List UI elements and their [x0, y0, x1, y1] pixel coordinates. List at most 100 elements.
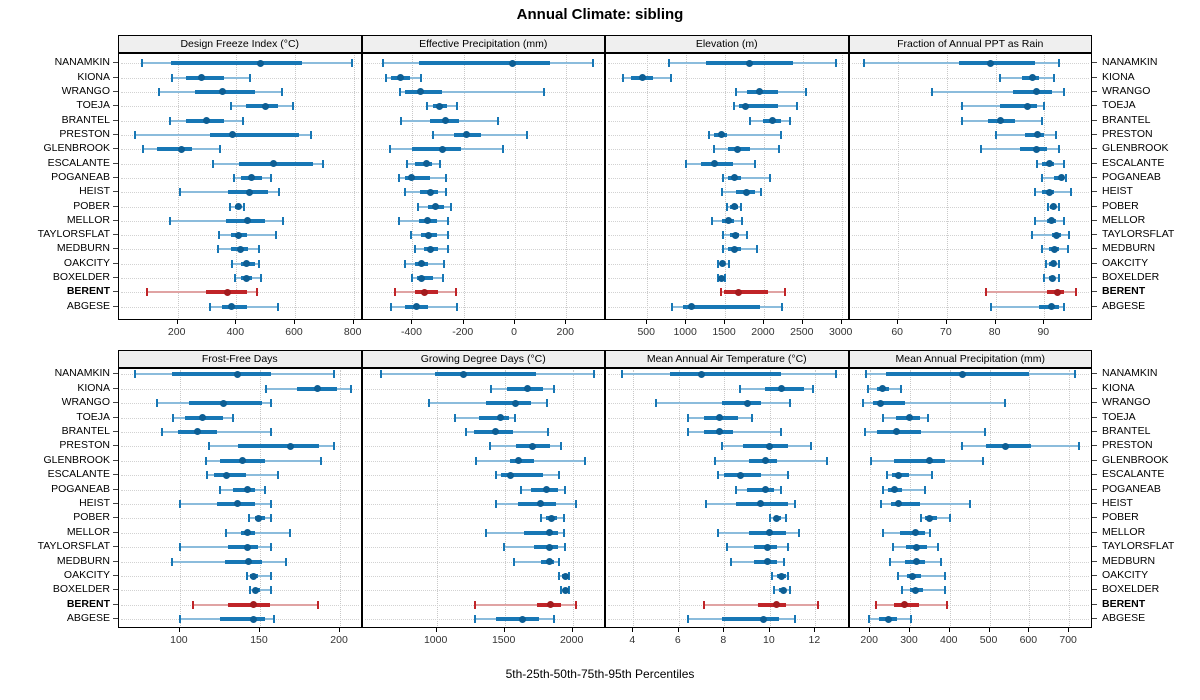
whisker-5-95 — [146, 291, 258, 294]
station-label-right: TAYLORSFLAT — [1102, 540, 1175, 553]
whisker-cap-5th — [168, 216, 171, 225]
interquartile-bar-25-75 — [435, 372, 536, 377]
median-dot — [515, 457, 523, 465]
whisker-cap-5th — [488, 442, 491, 451]
station-label-left: BOXELDER — [52, 271, 110, 284]
median-dot — [562, 586, 570, 594]
whisker-cap-5th — [686, 615, 689, 624]
median-dot — [1001, 442, 1009, 450]
whisker-cap-5th — [172, 413, 175, 422]
station-label-left: BERENT — [66, 597, 110, 610]
median-dot — [996, 117, 1004, 125]
whisker-cap-95th — [1062, 87, 1065, 96]
interquartile-bar-25-75 — [411, 147, 462, 152]
station-label-left: GLENBROOK — [43, 142, 110, 155]
whisker-5-95 — [883, 488, 925, 491]
row-guide — [851, 619, 1089, 621]
median-dot — [1033, 88, 1041, 96]
row-guide — [608, 120, 846, 122]
whisker-cap-5th — [178, 543, 181, 552]
median-dot — [757, 500, 765, 508]
y-tick-mark — [1092, 291, 1097, 293]
interquartile-bar-25-75 — [1012, 89, 1052, 94]
station-label-right: BRANTEL — [1102, 424, 1151, 437]
whisker-cap-5th — [771, 572, 774, 581]
whisker-cap-5th — [960, 116, 963, 125]
whisker-cap-95th — [669, 73, 672, 82]
whisker-5-95 — [247, 575, 272, 578]
whisker-cap-5th — [246, 572, 249, 581]
x-tick-mark — [632, 628, 634, 632]
median-dot — [224, 288, 232, 296]
x-tick-label: 500 — [637, 326, 655, 338]
median-dot — [1052, 231, 1060, 239]
whisker-cap-95th — [746, 231, 749, 240]
whisker-cap-5th — [862, 399, 865, 408]
whisker-cap-95th — [443, 259, 445, 268]
median-dot — [236, 245, 244, 253]
whisker-cap-5th — [717, 259, 720, 268]
x-tick-mark — [178, 628, 180, 632]
panel-strip-mean-annual-precipitation: Mean Annual Precipitation (mm) — [848, 350, 1092, 368]
whisker-cap-5th — [716, 528, 719, 537]
whisker-cap-95th — [583, 456, 586, 465]
median-dot — [777, 385, 785, 393]
y-tick-mark — [113, 517, 118, 519]
whisker-cap-95th — [940, 557, 942, 566]
whisker-cap-5th — [725, 543, 728, 552]
median-dot — [234, 500, 242, 508]
median-dot — [251, 586, 259, 594]
whisker-cap-5th — [399, 87, 402, 96]
median-dot — [730, 245, 738, 253]
whisker-cap-95th — [783, 288, 786, 297]
figure-caption: 5th-25th-50th-75th-95th Percentiles — [505, 667, 695, 681]
whisker-cap-5th — [191, 600, 194, 609]
median-dot — [242, 274, 250, 282]
x-tick-label: 400 — [226, 326, 245, 338]
whisker-cap-5th — [734, 485, 737, 494]
x-tick-mark — [258, 628, 260, 632]
median-dot — [912, 586, 920, 594]
whisker-cap-95th — [456, 302, 459, 311]
panel-fraction-ppt-rain — [848, 53, 1092, 320]
row-guide — [851, 576, 1089, 578]
station-label-right: PRESTON — [1102, 127, 1153, 140]
median-dot — [523, 385, 531, 393]
whisker-cap-95th — [948, 514, 951, 523]
y-tick-mark — [1092, 277, 1097, 279]
x-tick-label: 200 — [860, 634, 878, 646]
x-tick-label: 0 — [511, 326, 517, 338]
median-dot — [561, 572, 569, 580]
x-tick-mark — [339, 628, 341, 632]
y-tick-mark — [113, 205, 118, 207]
y-tick-mark — [113, 90, 118, 92]
row-guide — [608, 77, 846, 79]
median-dot — [234, 370, 242, 378]
median-dot — [396, 74, 404, 82]
y-tick-mark — [113, 62, 118, 64]
whisker-cap-95th — [787, 543, 790, 552]
whisker-cap-5th — [885, 471, 888, 480]
median-dot — [926, 457, 934, 465]
median-dot — [413, 303, 421, 311]
panel-elevation — [605, 53, 849, 320]
x-tick-mark — [869, 628, 871, 632]
whisker-cap-5th — [863, 59, 866, 68]
whisker-cap-5th — [495, 471, 498, 480]
median-dot — [235, 231, 243, 239]
whisker-cap-95th — [788, 116, 791, 125]
y-tick-mark — [1092, 90, 1097, 92]
y-tick-mark — [113, 234, 118, 236]
whisker-cap-5th — [513, 557, 516, 566]
x-tick-label: 400 — [939, 634, 958, 646]
row-guide — [364, 446, 602, 448]
station-label-right: ESCALANTE — [1102, 156, 1165, 169]
median-dot — [766, 529, 774, 537]
panel-strip-effective-precipitation: Effective Precipitation (mm) — [361, 35, 605, 53]
whisker-cap-95th — [560, 442, 563, 451]
whisker-cap-5th — [170, 73, 173, 82]
whisker-cap-5th — [379, 370, 382, 379]
median-dot — [243, 529, 251, 537]
whisker-5-95 — [1032, 234, 1069, 237]
whisker-cap-5th — [231, 259, 234, 268]
